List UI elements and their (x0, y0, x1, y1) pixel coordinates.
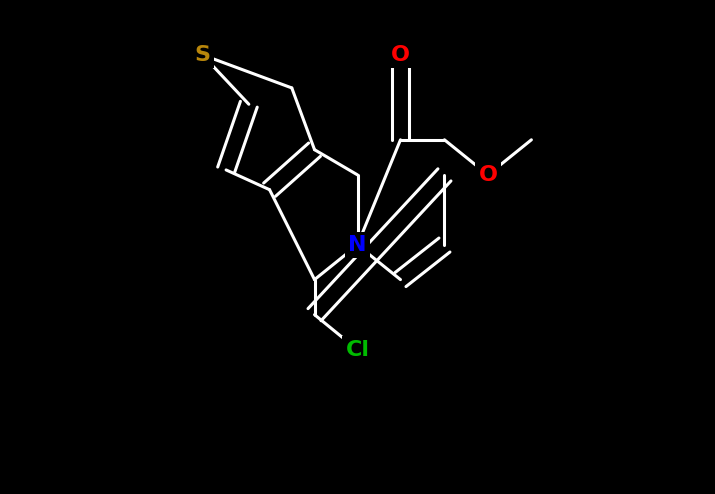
Text: N: N (348, 235, 367, 255)
Text: O: O (391, 45, 410, 65)
Text: Cl: Cl (345, 340, 370, 360)
Text: O: O (478, 165, 498, 185)
Text: S: S (194, 45, 210, 65)
